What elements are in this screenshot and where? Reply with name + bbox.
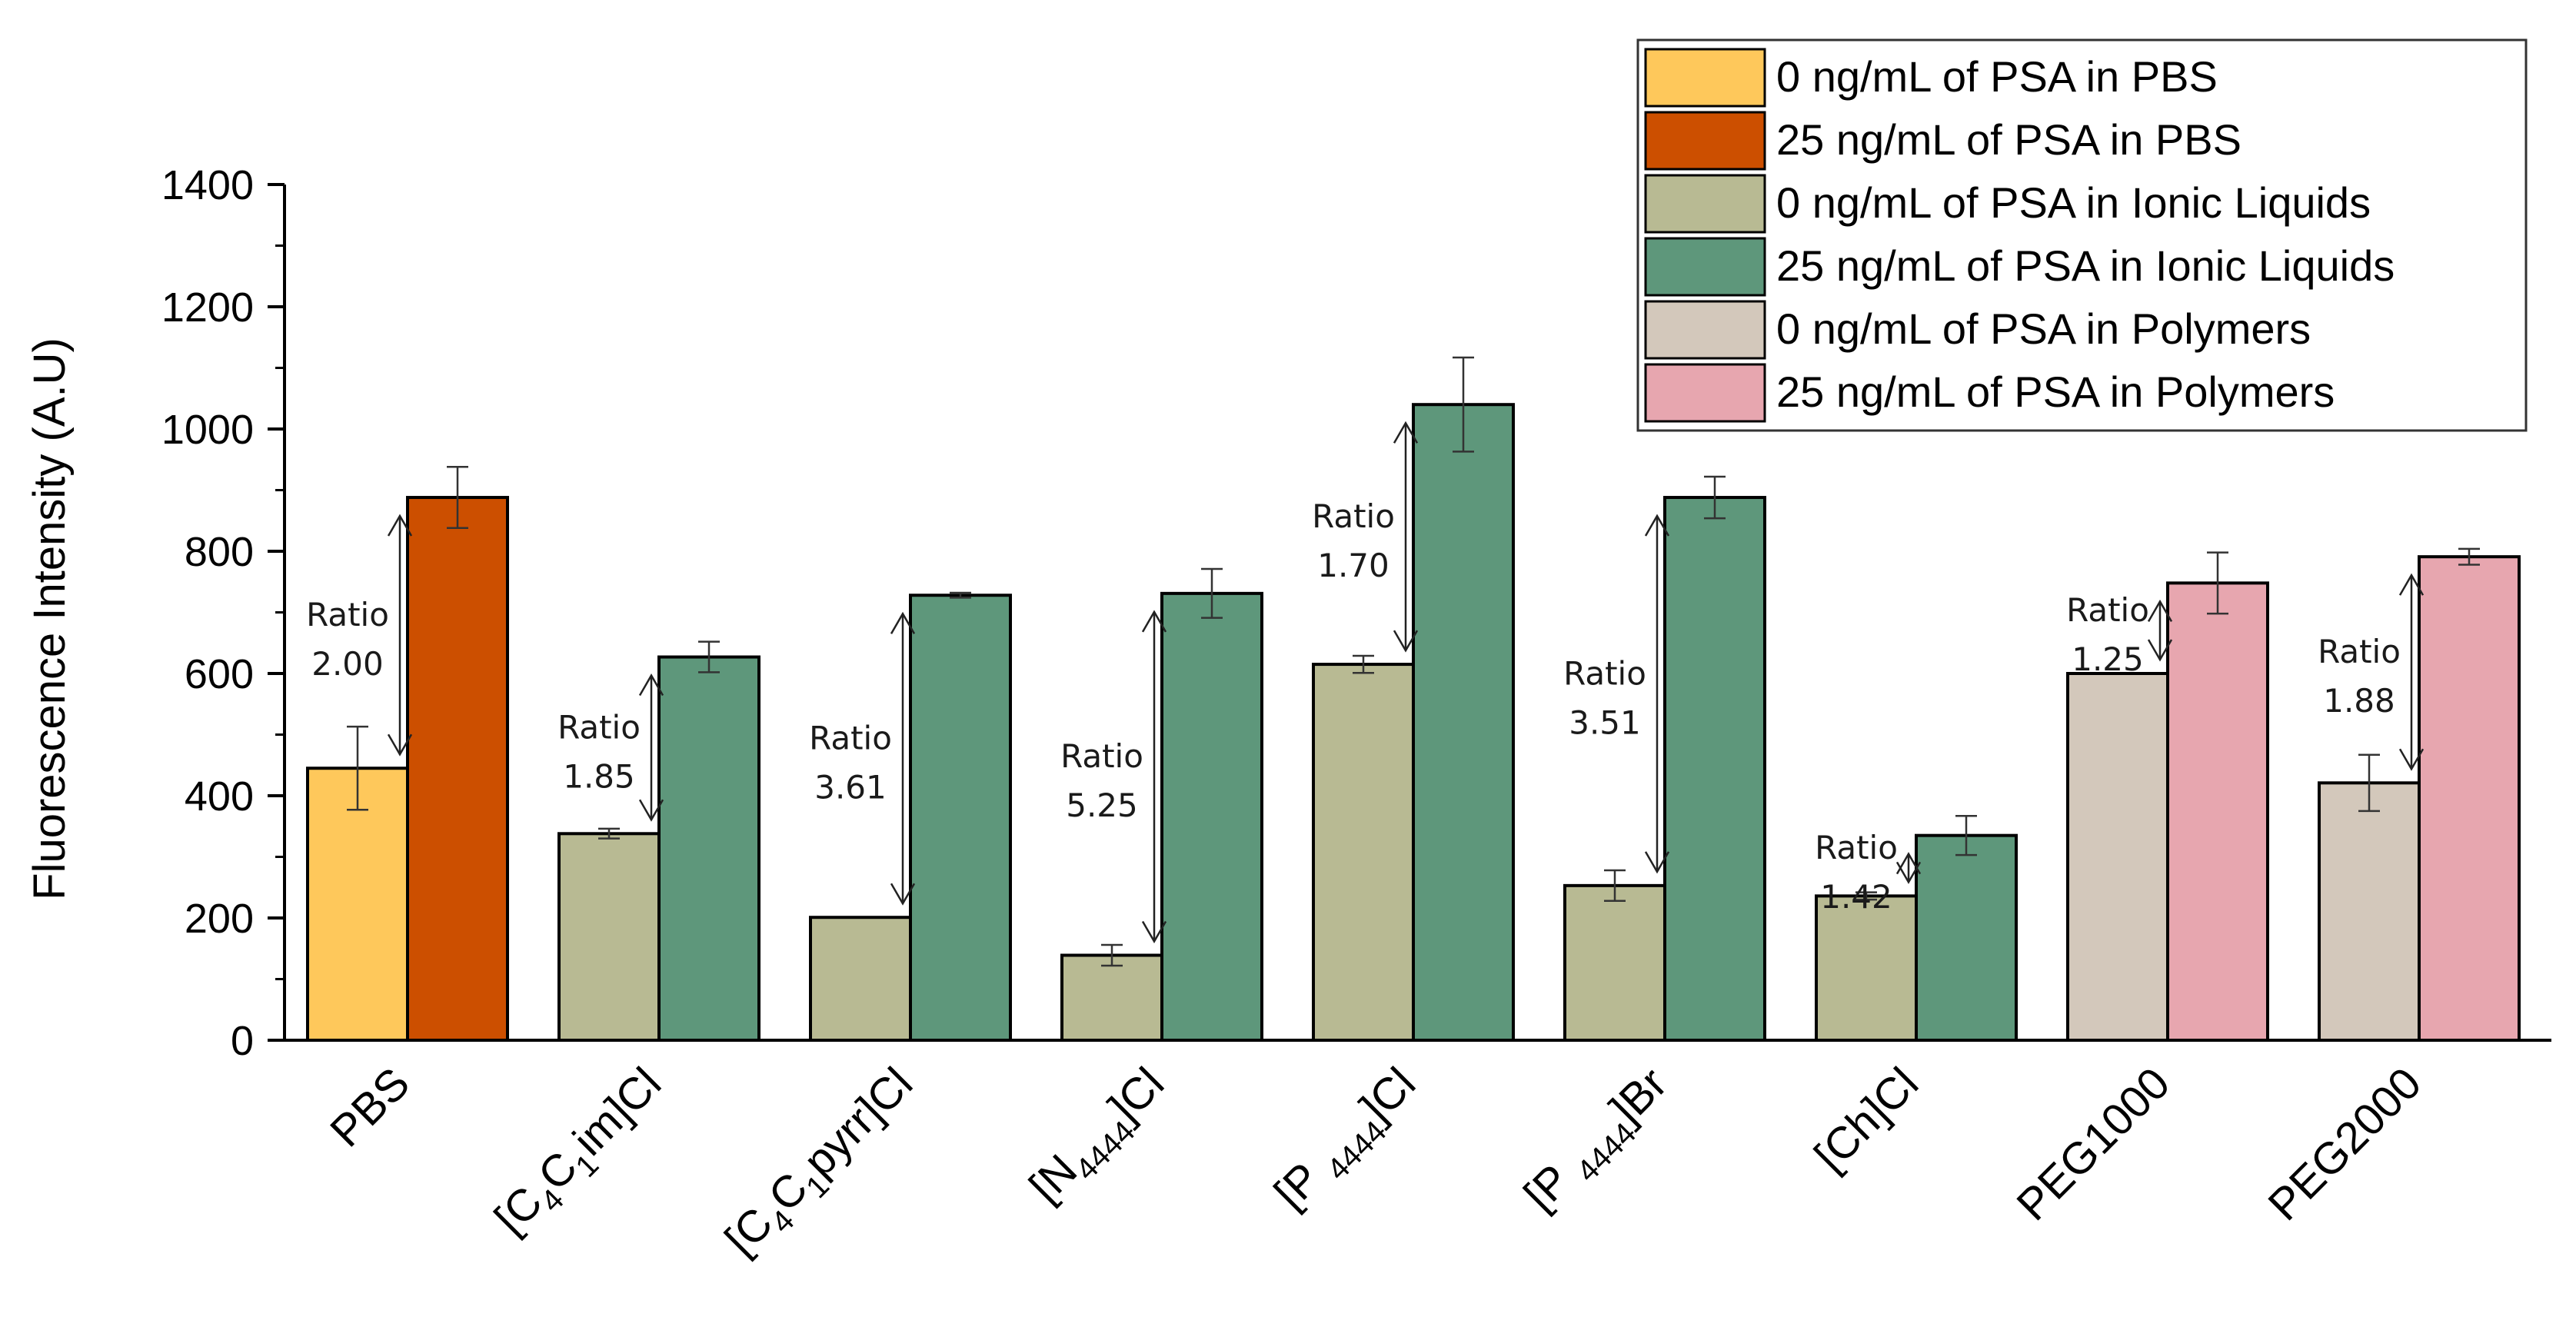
ratio-arrowhead [1141, 610, 1167, 633]
ratio-label: Ratio [2066, 591, 2149, 629]
bar [809, 916, 912, 1042]
y-tick-label: 200 [185, 896, 254, 942]
legend-entry: 0 ng/mL of PSA in PBS [1776, 52, 2218, 101]
bar [1160, 591, 1263, 1042]
legend-swatch [1644, 111, 1766, 171]
x-tick-label: PBS [321, 1058, 419, 1156]
bar [1815, 894, 1918, 1042]
ratio-label: Ratio [1312, 497, 1395, 535]
ratio-value: 1.70 [1317, 547, 1390, 584]
bar [1060, 953, 1163, 1042]
y-tick-label: 1000 [161, 407, 254, 453]
ratio-arrowhead [1644, 851, 1670, 874]
legend-swatch [1644, 237, 1766, 297]
ratio-label: Ratio [557, 708, 641, 746]
x-tick-label: [Ch]Cl [1805, 1058, 1928, 1181]
legend-swatch [1644, 363, 1766, 423]
ratio-value: 1.42 [1820, 878, 1892, 916]
x-tick-label: [N4444]Cl [1020, 1058, 1180, 1219]
ratio-value: 1.85 [563, 757, 635, 795]
bar [1915, 833, 2018, 1043]
ratio-label: Ratio [306, 596, 389, 634]
bar [1412, 403, 1515, 1042]
ratio-arrowhead [387, 514, 413, 537]
x-tick-label: PEG1000 [2007, 1058, 2179, 1230]
ratio-arrowhead [638, 673, 664, 697]
ratio-arrowhead [638, 799, 664, 822]
bar [909, 594, 1012, 1042]
legend-swatch [1644, 174, 1766, 234]
ratio-value: 1.25 [2072, 640, 2144, 678]
ratio-value: 3.51 [1569, 703, 1641, 741]
ratio-arrowhead [1644, 514, 1670, 537]
x-tick-label: PEG2000 [2258, 1058, 2431, 1230]
legend-entry: 25 ng/mL of PSA in Ionic Liquids [1776, 241, 2395, 290]
y-tick-label: 0 [231, 1018, 254, 1064]
bar [2066, 672, 2169, 1042]
x-tick-label-part: pyrr]Cl [794, 1058, 922, 1186]
ratio-label: Ratio [1815, 829, 1898, 866]
x-tick-label: [C4C1im]Cl [485, 1058, 677, 1250]
ratio-value: 2.00 [311, 645, 384, 683]
legend-entry: 25 ng/mL of PSA in PBS [1776, 115, 2242, 164]
ratio-arrowhead [890, 883, 916, 906]
ratio-label: Ratio [2318, 633, 2401, 670]
y-tick-label: 400 [185, 773, 254, 820]
ratio-arrowhead [1393, 421, 1419, 444]
ratio-arrowhead [2147, 599, 2173, 622]
x-tick-label: [P 4444]Cl [1265, 1058, 1432, 1225]
bar [657, 655, 760, 1042]
ratio-value: 5.25 [1066, 787, 1138, 824]
ratio-label: Ratio [1563, 654, 1646, 692]
bar [1312, 663, 1415, 1042]
bar [2166, 581, 2269, 1042]
y-tick-label: 800 [185, 529, 254, 575]
bar [406, 496, 509, 1042]
legend-swatch [1644, 300, 1766, 360]
bar [2318, 781, 2421, 1042]
x-tick-labels: PBS [C4C1im]Cl[C4C1pyrr]Cl [N4444]Cl [P 444… [321, 1058, 2431, 1271]
x-tick-label: [P 4444]Br [1514, 1058, 1682, 1226]
ratio-value: 3.61 [814, 769, 887, 806]
legend-swatch [1644, 48, 1766, 108]
y-tick-label: 1400 [161, 162, 254, 208]
ratio-label: Ratio [1060, 737, 1143, 775]
ratio-annotations: Ratio 2.00 Ratio 1.85 Ratio 3.61 Ratio 5.25 Rati… [306, 421, 2425, 943]
ratio-label: Ratio [809, 720, 892, 757]
bar [1563, 883, 1666, 1042]
y-tick-label: 600 [185, 651, 254, 697]
bar [1663, 496, 1766, 1042]
ratio-arrowhead [2398, 573, 2425, 596]
legend-entry: 0 ng/mL of PSA in Polymers [1776, 304, 2311, 353]
ratio-arrowhead [890, 611, 916, 634]
legend-box [1636, 38, 2528, 432]
ratio-arrowhead [1141, 920, 1167, 943]
bars [306, 356, 2521, 1043]
bar [2418, 555, 2521, 1042]
ratio-value: 1.88 [2323, 682, 2395, 720]
ratio-arrowhead [1393, 630, 1419, 653]
ratio-arrowhead [387, 733, 413, 757]
ratio-arrowhead [2147, 639, 2173, 662]
legend: 0 ng/mL of PSA in PBS 25 ng/mL of PSA in … [1636, 38, 2528, 432]
bar [557, 832, 661, 1043]
legend-entry: 25 ng/mL of PSA in Polymers [1776, 367, 2335, 416]
y-axis-label: Fluorescence Intensity (A.U) [25, 338, 75, 900]
legend-entry: 0 ng/mL of PSA in Ionic Liquids [1776, 178, 2371, 227]
x-tick-label: [C4C1pyrr]Cl [715, 1058, 928, 1271]
ratio-arrowhead [2398, 748, 2425, 771]
ratio-arrowhead [1895, 861, 1922, 884]
y-tick-label: 1200 [161, 284, 254, 331]
